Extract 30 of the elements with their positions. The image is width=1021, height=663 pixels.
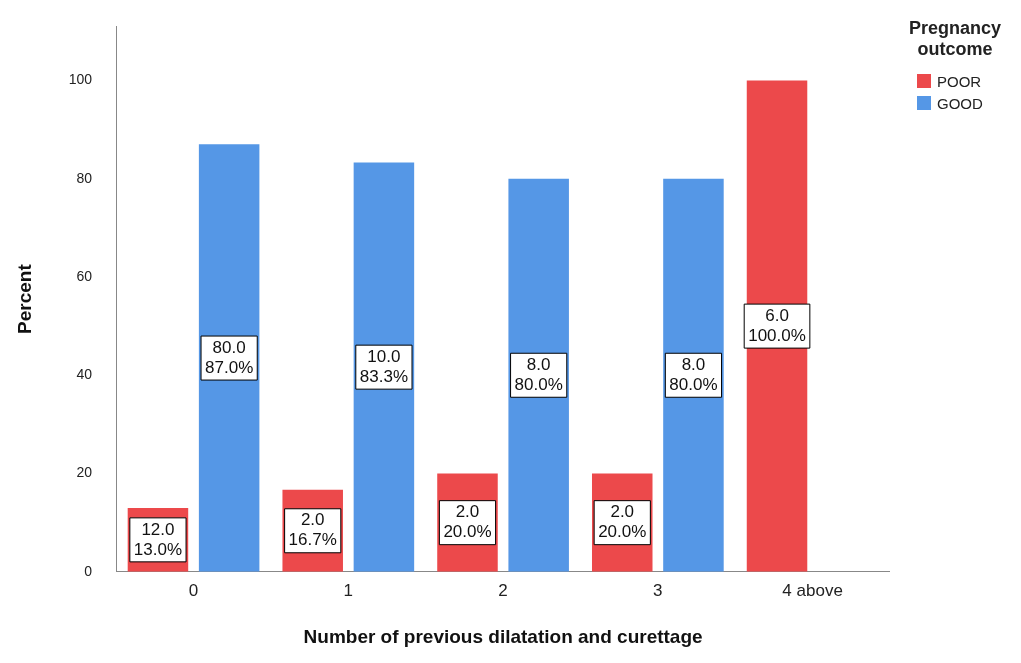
x-axis-title: Number of previous dilatation and curettage	[303, 625, 703, 647]
data-label: 12.0 13.0%	[133, 519, 183, 559]
x-tick-label: 4 above	[782, 580, 843, 600]
y-tick-label: 80	[76, 169, 93, 186]
data-label: 6.0 100.0%	[748, 305, 806, 345]
y-axis-title: Percent	[13, 263, 35, 334]
bar	[353, 162, 415, 572]
y-tick-label: 20	[76, 464, 93, 481]
bar	[508, 178, 569, 572]
y-tick-label: 100	[68, 71, 93, 88]
data-label: 10.0 83.3%	[359, 346, 409, 386]
legend-label: GOOD	[937, 94, 983, 112]
legend-title: Pregnancy outcome	[907, 18, 1002, 60]
y-tick-label: 40	[76, 366, 93, 383]
bar	[746, 80, 808, 572]
x-tick-label: 1	[343, 580, 354, 600]
x-tick-label: 0	[188, 580, 199, 600]
y-tick-label: 0	[84, 562, 93, 579]
bar	[198, 144, 260, 572]
data-label: 8.0 80.0%	[514, 354, 563, 394]
data-label: 80.0 87.0%	[205, 337, 254, 377]
data-label: 2.0 20.0%	[598, 502, 647, 542]
x-tick-label: 2	[498, 580, 508, 600]
data-label: 2.0 20.0%	[443, 502, 492, 542]
data-label: 2.0 16.7%	[288, 510, 337, 550]
y-tick-label: 60	[76, 267, 93, 284]
bar	[663, 178, 724, 572]
x-tick-label: 3	[653, 580, 663, 600]
data-label: 8.0 80.0%	[669, 354, 718, 394]
legend-label: POOR	[937, 72, 982, 90]
